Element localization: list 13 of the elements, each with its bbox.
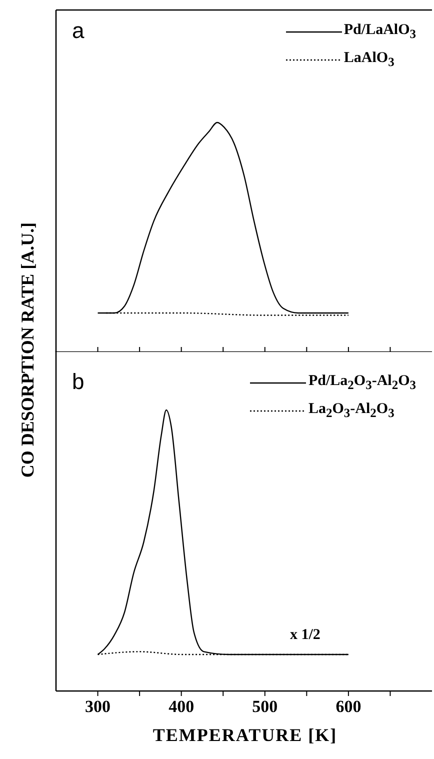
annotation: x 1/2 xyxy=(290,627,320,644)
x-tick-label: 600 xyxy=(336,697,362,716)
chart-title: b xyxy=(72,369,84,395)
x-tick-label: 500 xyxy=(252,697,278,716)
x-tick-label: 300 xyxy=(85,697,111,716)
y-axis-title: CO DESORPTION RATE [A.U.] xyxy=(18,222,38,478)
legend-label: Pd/LaAlO$_{3}$ xyxy=(344,22,416,42)
legend-label: La$_{2}$O$_{3}$-Al$_{2}$O$_{3}$ xyxy=(308,401,394,421)
legend-label: LaAlO$_{3}$ xyxy=(344,50,394,70)
chart-title: a xyxy=(72,18,84,44)
x-axis-title: TEMPERATURE [K] xyxy=(152,725,338,746)
legend-label: Pd/La$_{2}$O$_{3}$-Al$_{2}$O$_{3}$ xyxy=(308,373,416,393)
x-tick-label: 400 xyxy=(168,697,194,716)
